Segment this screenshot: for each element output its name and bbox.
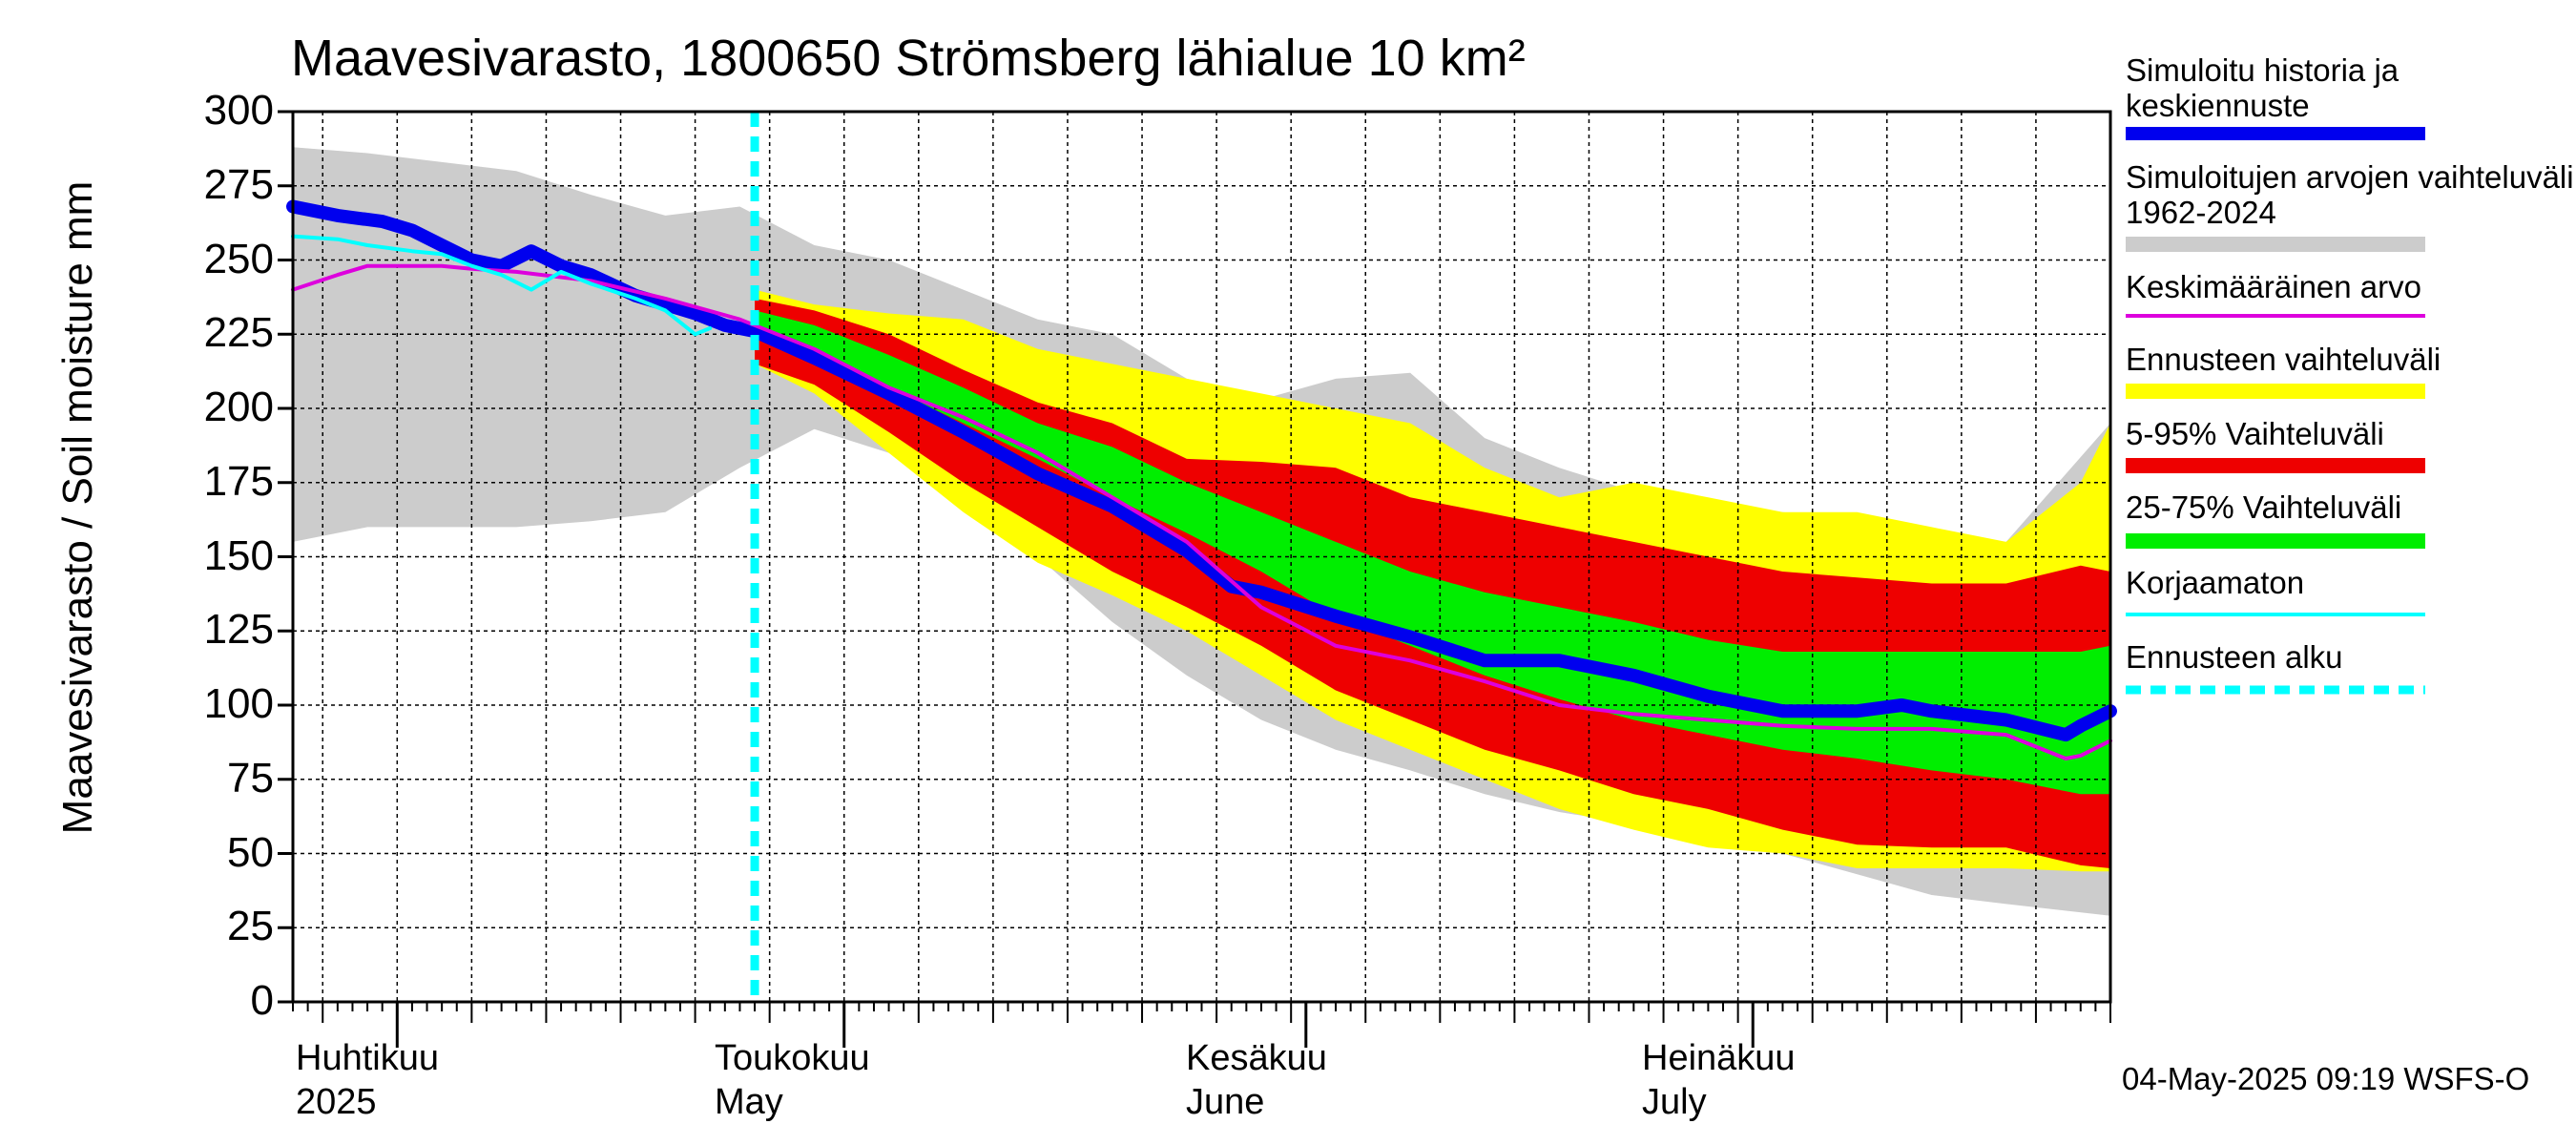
legend-swatch-layer <box>2126 127 2425 695</box>
legend-swatch-1 <box>2126 237 2425 252</box>
chart-title: Maavesivarasto, 1800650 Strömsberg lähia… <box>291 30 1526 87</box>
y-tick-label-200: 200 <box>203 384 274 430</box>
month-label-july-en: July <box>1642 1082 1707 1122</box>
line-layer <box>286 199 2117 760</box>
legend-label-mean: Keskimääräinen arvo <box>2126 269 2421 304</box>
month-label-april: Huhtikuu 2025 <box>296 1036 439 1124</box>
legend-swatch-5 <box>2126 533 2425 549</box>
month-label-april-fi: Huhtikuu <box>296 1038 439 1078</box>
axes-layer <box>278 110 2112 1048</box>
month-label-june: Kesäkuu June <box>1186 1036 1327 1124</box>
month-label-may-en: May <box>715 1082 783 1122</box>
timestamp-footer: 04-May-2025 09:19 WSFS-O <box>2122 1061 2530 1096</box>
month-label-june-en: June <box>1186 1082 1265 1122</box>
legend-label-uncorrected: Korjaamaton <box>2126 565 2305 600</box>
y-tick-label-50: 50 <box>227 828 274 876</box>
legend-label-forecast-start: Ennusteen alku <box>2126 639 2343 675</box>
legend-swatch-4 <box>2126 458 2425 473</box>
month-label-july-fi: Heinäkuu <box>1642 1038 1796 1078</box>
legend-swatch-3 <box>2126 384 2425 399</box>
legend-label-25-75: 25-75% Vaihteluväli <box>2126 489 2402 525</box>
band-25-75-vaihteluv-li <box>755 310 2110 795</box>
month-label-april-en: 2025 <box>296 1082 377 1122</box>
legend-label-historical-range: Simuloitujen arvojen vaihteluväli 1962-2… <box>2126 159 2574 230</box>
y-tick-label-300: 300 <box>203 87 274 134</box>
legend-label-5-95: 5-95% Vaihteluväli <box>2126 416 2384 451</box>
month-label-june-fi: Kesäkuu <box>1186 1038 1327 1078</box>
line-simuloitu-historia-ja-keskiennuste <box>286 199 2117 742</box>
y-tick-label-125: 125 <box>203 606 274 654</box>
y-tick-label-100: 100 <box>203 680 274 727</box>
month-label-july: Heinäkuu July <box>1642 1036 1796 1124</box>
y-tick-label-175: 175 <box>203 457 274 505</box>
line-korjaamaton <box>291 234 713 337</box>
legend-label-simulated: Simuloitu historia ja keskiennuste <box>2126 52 2399 123</box>
y-tick-label-25: 25 <box>227 903 274 950</box>
y-tick-label-275: 275 <box>203 160 274 208</box>
y-tick-label-75: 75 <box>227 754 274 802</box>
y-tick-label-250: 250 <box>203 235 274 282</box>
y-tick-label-225: 225 <box>203 309 274 357</box>
y-tick-label-150: 150 <box>203 531 274 579</box>
month-label-may-fi: Toukokuu <box>715 1038 870 1078</box>
grid-layer <box>293 112 2110 1002</box>
month-label-may: Toukokuu May <box>715 1036 870 1124</box>
y-axis-label: Maavesivarasto / Soil moisture mm <box>54 180 101 835</box>
y-tick-label-0: 0 <box>250 977 274 1024</box>
line-keskim-r-inen-arvo <box>291 263 2112 760</box>
legend-label-forecast-range: Ennusteen vaihteluväli <box>2126 342 2441 377</box>
